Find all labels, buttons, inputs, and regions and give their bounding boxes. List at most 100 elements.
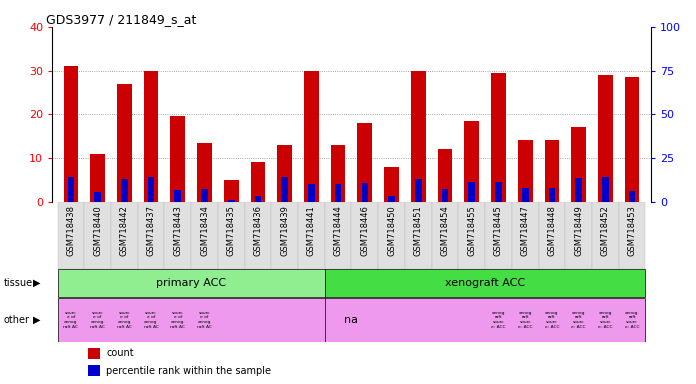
Text: percentile rank within the sample: percentile rank within the sample bbox=[106, 366, 271, 376]
Text: sourc
e of
xenog
raft AC: sourc e of xenog raft AC bbox=[143, 311, 159, 329]
Bar bbox=[628, 191, 635, 202]
Text: count: count bbox=[106, 348, 134, 358]
Bar bbox=[121, 179, 127, 202]
Text: GSM718439: GSM718439 bbox=[280, 205, 289, 256]
Bar bbox=[548, 188, 555, 202]
Bar bbox=[325, 202, 351, 269]
Bar bbox=[619, 202, 645, 269]
Bar bbox=[218, 202, 244, 269]
Bar bbox=[432, 202, 459, 269]
Text: tissue: tissue bbox=[3, 278, 33, 288]
Bar bbox=[571, 127, 586, 202]
Bar bbox=[411, 71, 426, 202]
Bar bbox=[58, 202, 84, 269]
Text: xenog
raft
sourc
e: ACC: xenog raft sourc e: ACC bbox=[598, 311, 612, 329]
Text: GSM718450: GSM718450 bbox=[387, 205, 396, 256]
Bar bbox=[304, 71, 319, 202]
Bar bbox=[84, 202, 111, 269]
Text: GSM718442: GSM718442 bbox=[120, 205, 129, 256]
Text: GDS3977 / 211849_s_at: GDS3977 / 211849_s_at bbox=[46, 13, 196, 26]
Bar bbox=[68, 177, 74, 202]
Bar bbox=[88, 348, 100, 359]
Bar bbox=[361, 183, 368, 202]
Text: xenog
raft
sourc
e: ACC: xenog raft sourc e: ACC bbox=[518, 311, 532, 329]
Text: GSM718434: GSM718434 bbox=[200, 205, 209, 256]
Bar bbox=[117, 84, 132, 202]
Bar bbox=[565, 202, 592, 269]
Bar bbox=[602, 177, 609, 202]
Bar bbox=[384, 167, 399, 202]
Bar bbox=[277, 145, 292, 202]
Text: GSM718451: GSM718451 bbox=[414, 205, 422, 256]
Bar bbox=[271, 202, 298, 269]
Bar bbox=[331, 145, 345, 202]
Text: GSM718435: GSM718435 bbox=[227, 205, 236, 256]
Text: primary ACC: primary ACC bbox=[156, 278, 226, 288]
Bar bbox=[405, 202, 432, 269]
Bar bbox=[459, 202, 485, 269]
Bar bbox=[111, 202, 138, 269]
Text: GSM718443: GSM718443 bbox=[173, 205, 182, 256]
Bar bbox=[298, 202, 325, 269]
Text: GSM718441: GSM718441 bbox=[307, 205, 316, 256]
Text: GSM718440: GSM718440 bbox=[93, 205, 102, 256]
Bar bbox=[485, 202, 512, 269]
Bar bbox=[438, 149, 452, 202]
Bar bbox=[201, 189, 208, 202]
Bar bbox=[94, 192, 101, 202]
Bar bbox=[522, 189, 528, 202]
Bar bbox=[378, 202, 405, 269]
Bar bbox=[464, 121, 479, 202]
Bar bbox=[415, 179, 422, 202]
Text: sourc
e of
xenog
raft AC: sourc e of xenog raft AC bbox=[197, 311, 212, 329]
Text: na: na bbox=[345, 314, 358, 325]
Bar bbox=[228, 200, 235, 202]
Text: GSM718438: GSM718438 bbox=[66, 205, 75, 256]
Text: GSM718452: GSM718452 bbox=[601, 205, 610, 256]
Bar bbox=[251, 162, 265, 202]
Bar bbox=[175, 190, 181, 202]
Text: other: other bbox=[3, 314, 29, 325]
Text: GSM718453: GSM718453 bbox=[628, 205, 637, 256]
Bar bbox=[164, 202, 191, 269]
Bar bbox=[244, 202, 271, 269]
Bar bbox=[442, 189, 448, 202]
Bar bbox=[625, 77, 640, 202]
Bar bbox=[88, 365, 100, 376]
Text: xenog
raft
sourc
e: ACC: xenog raft sourc e: ACC bbox=[625, 311, 640, 329]
Bar bbox=[191, 202, 218, 269]
Text: GSM718444: GSM718444 bbox=[333, 205, 342, 256]
Bar bbox=[388, 196, 395, 202]
Text: sourc
e of
xenog
raft AC: sourc e of xenog raft AC bbox=[63, 311, 79, 329]
Bar bbox=[224, 180, 239, 202]
Text: GSM718446: GSM718446 bbox=[361, 205, 370, 256]
Text: GSM718455: GSM718455 bbox=[467, 205, 476, 256]
Bar bbox=[325, 270, 645, 297]
Text: sourc
e of
xenog
raft AC: sourc e of xenog raft AC bbox=[90, 311, 105, 329]
Bar bbox=[592, 202, 619, 269]
Bar bbox=[491, 73, 506, 202]
Bar bbox=[143, 71, 159, 202]
Bar bbox=[171, 116, 185, 202]
Bar bbox=[598, 75, 612, 202]
Bar bbox=[518, 141, 532, 202]
Bar bbox=[308, 184, 315, 202]
Bar bbox=[576, 178, 582, 202]
Text: GSM718436: GSM718436 bbox=[253, 205, 262, 256]
Text: GSM718449: GSM718449 bbox=[574, 205, 583, 256]
Bar bbox=[544, 141, 560, 202]
Text: xenog
raft
sourc
e: ACC: xenog raft sourc e: ACC bbox=[491, 311, 506, 329]
Bar bbox=[358, 123, 372, 202]
Bar bbox=[495, 182, 502, 202]
Bar bbox=[63, 66, 78, 202]
Bar bbox=[335, 184, 342, 202]
Text: GSM718448: GSM718448 bbox=[547, 205, 556, 256]
Bar bbox=[255, 196, 261, 202]
Text: xenograft ACC: xenograft ACC bbox=[445, 278, 525, 288]
Text: GSM718437: GSM718437 bbox=[147, 205, 156, 256]
Bar bbox=[148, 177, 155, 202]
Bar bbox=[58, 270, 325, 297]
Text: GSM718454: GSM718454 bbox=[441, 205, 450, 256]
Text: GSM718447: GSM718447 bbox=[521, 205, 530, 256]
Text: xenog
raft
sourc
e: ACC: xenog raft sourc e: ACC bbox=[545, 311, 559, 329]
